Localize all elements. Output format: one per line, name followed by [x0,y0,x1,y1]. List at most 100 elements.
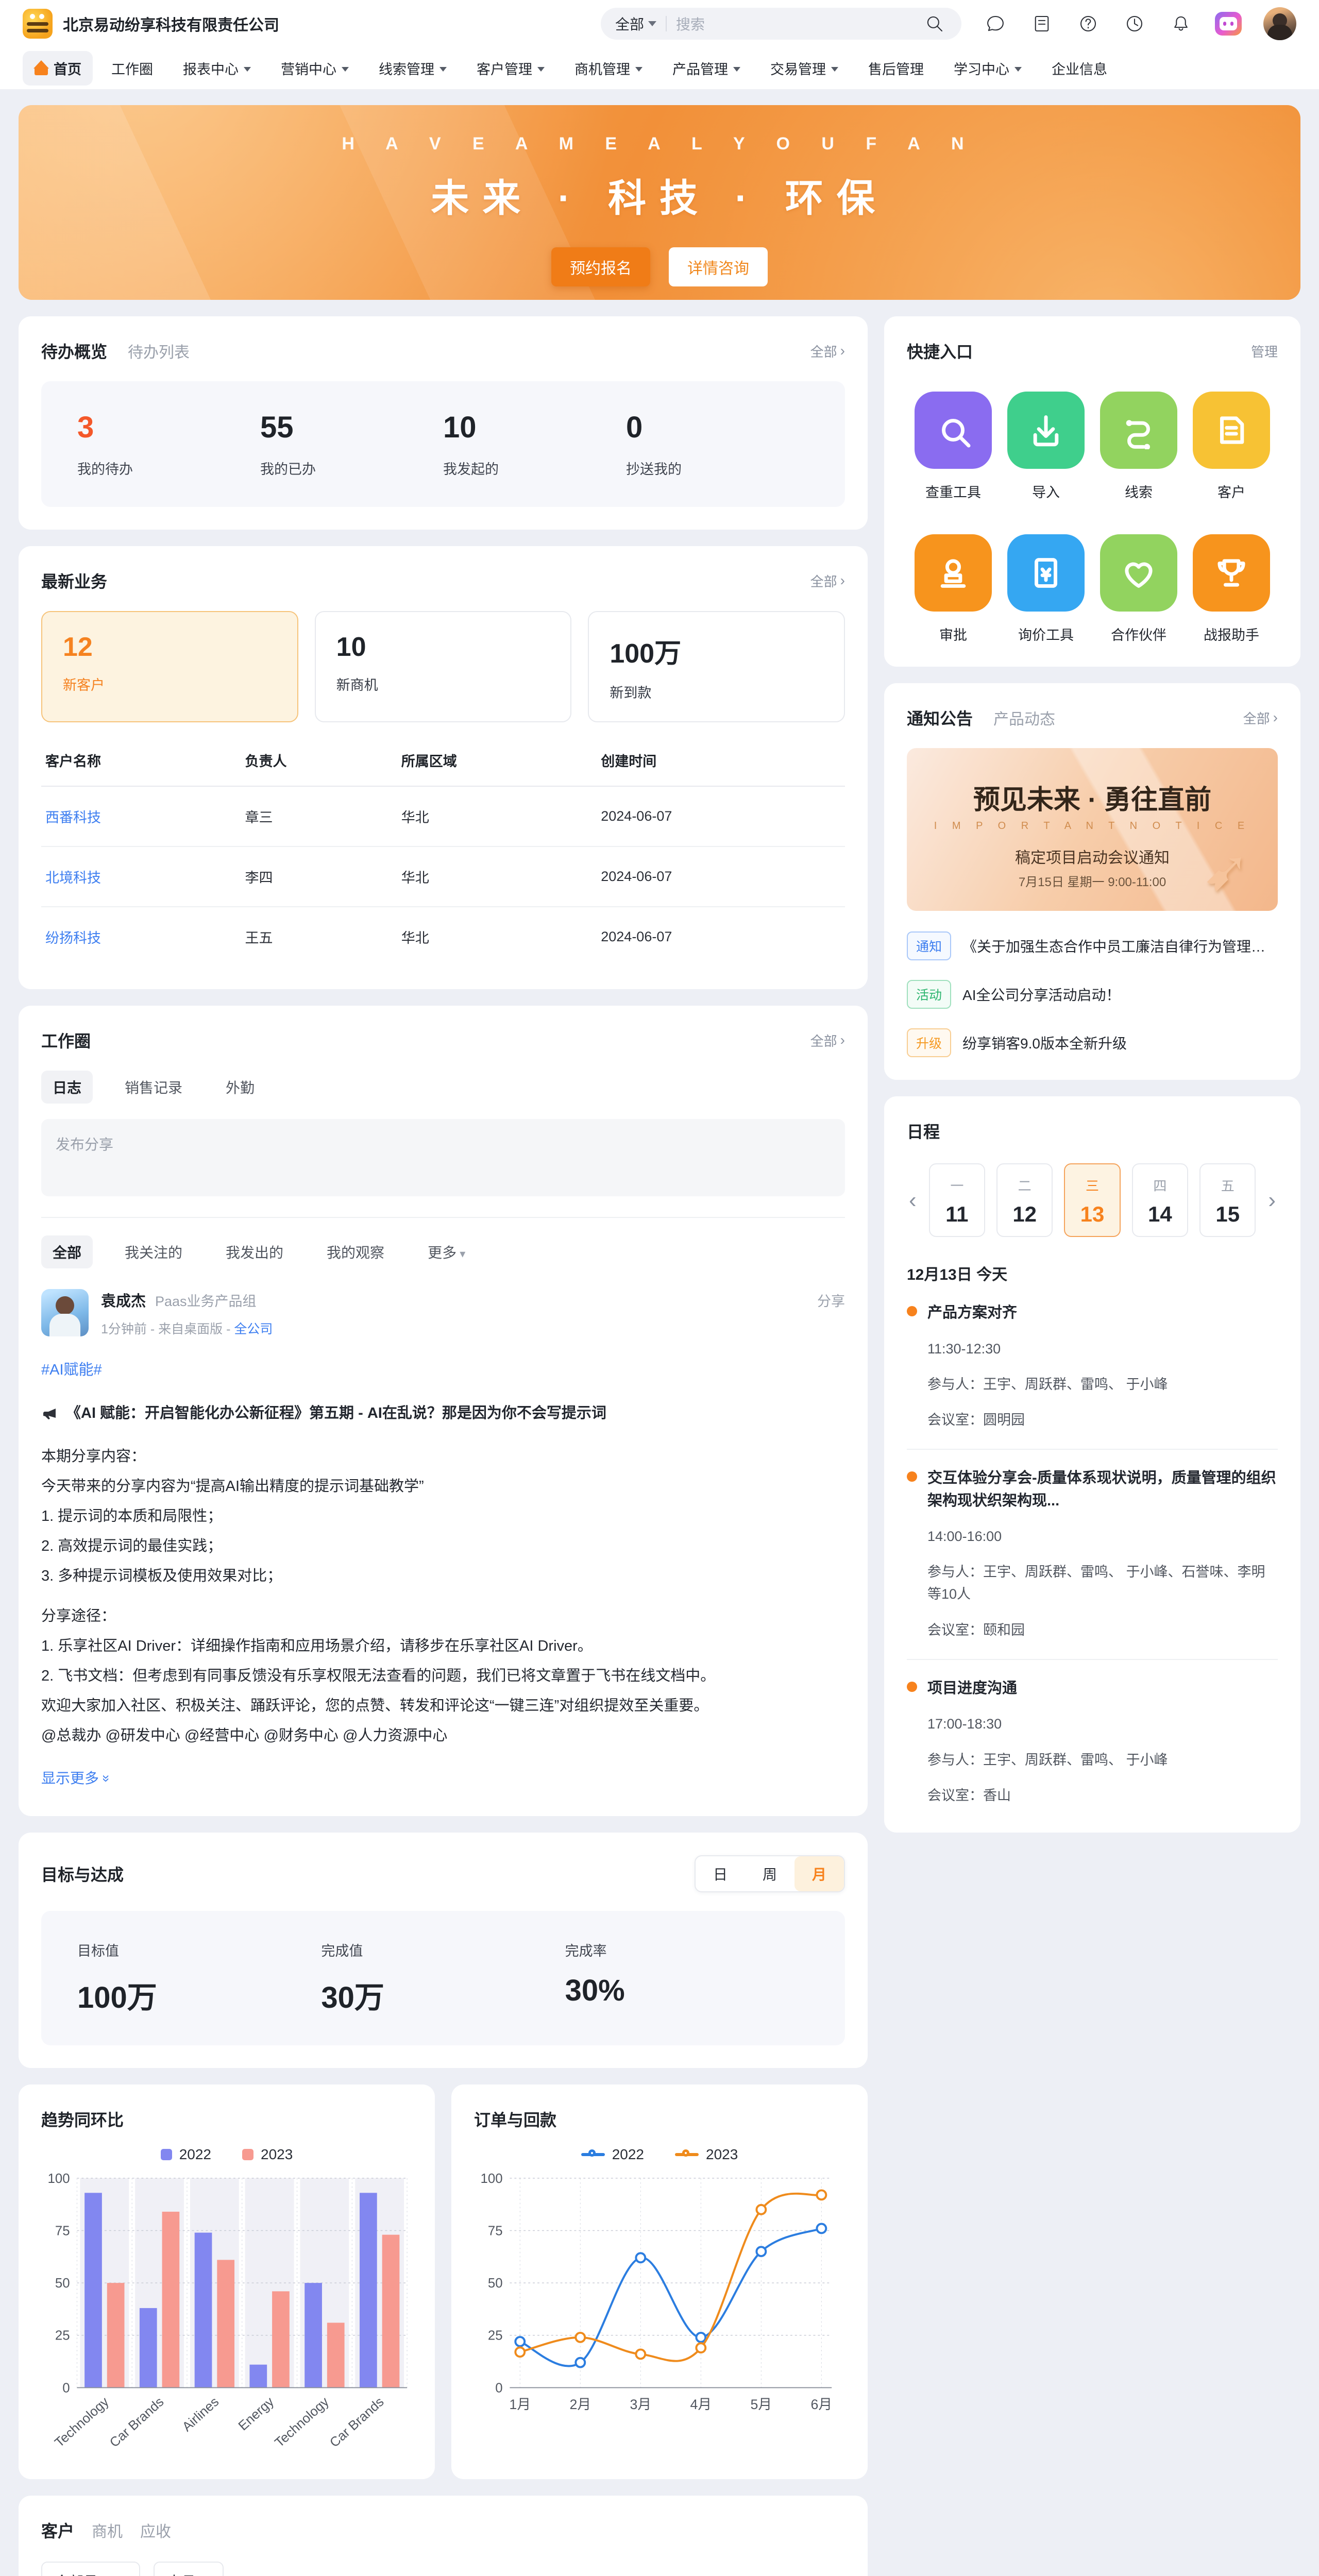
quick-manage-link[interactable]: 管理 [1250,344,1278,360]
schedule-day-12[interactable]: 二 12 [996,1163,1053,1237]
goal-stats: 目标值 100万 完成值 30万 完成率 30% [41,1911,845,2045]
customer-link[interactable]: 北境科技 [41,846,241,907]
post-scope-link[interactable]: 全公司 [234,1322,273,1336]
circle-tab-外勤[interactable]: 外勤 [226,1080,255,1096]
customer-link[interactable]: 纷扬科技 [45,930,101,946]
notice-all-link[interactable]: 全部 › [1243,709,1278,726]
circle-filter-我关注的[interactable]: 我关注的 [125,1245,183,1261]
schedule-day-13[interactable]: 三 13 [1064,1163,1121,1237]
crm-tab-商机[interactable]: 商机 [92,2523,123,2541]
table-row[interactable]: 西番科技 章三 华北 2024-06-07 [41,786,845,847]
table-row[interactable]: 纷扬科技 王五 华北 2024-06-07 [41,907,845,967]
legend-item-2023: 2023 [242,2146,293,2163]
crm-tab-应收[interactable]: 应收 [140,2523,172,2541]
notice-title[interactable]: AI全公司分享活动启动！ [962,987,1121,1003]
post-author-avatar[interactable] [41,1289,89,1336]
event-title-text: 项目进度沟通 [927,1680,1018,1697]
nav-item-学习中心[interactable]: 学习中心 [942,51,1033,86]
search-icon[interactable] [922,11,947,36]
schedule-event[interactable]: 交互体验分享会-质量体系现状说明，质量管理的组织架构现状织架构现... 14:00… [907,1449,1278,1645]
nav-item-营销中心[interactable]: 营销中心 [269,51,360,86]
consult-button[interactable]: 详情咨询 [669,247,768,286]
filter-dropdown-全部员工[interactable]: 全部员工 [41,2562,141,2576]
help-icon[interactable] [1076,11,1101,36]
filter-dropdown-本月[interactable]: 本月 [154,2562,224,2576]
schedule-day-11[interactable]: 一 11 [928,1163,985,1237]
quick-entry-导入[interactable]: 导入 [1000,392,1092,501]
notice-title[interactable]: 纷享销客9.0版本全新升级 [962,1036,1127,1052]
legend-item-2022: 2022 [581,2146,644,2163]
tab-todo-overview[interactable]: 待办概览 [41,343,108,361]
global-search[interactable]: 全部 搜索 [601,8,961,40]
schedule-event[interactable]: 产品方案对齐 11:30-12:30 参与人：王宇、周跃群、雷鸣、 于小峰 会议室：圆… [907,1284,1278,1434]
table-cell: 2024-06-07 [601,929,672,944]
tab-todo-list[interactable]: 待办列表 [128,344,190,361]
crm-tab-客户[interactable]: 客户 [41,2522,75,2541]
todo-all-link[interactable]: 全部 › [810,343,845,360]
toggle-日[interactable]: 日 [713,1867,728,1883]
history-icon[interactable] [1122,11,1147,36]
post-share-label[interactable]: 分享 [817,1293,845,1309]
schedule-day-14[interactable]: 四 14 [1131,1163,1189,1237]
quick-entry-战报助手[interactable]: 战报助手 [1185,534,1278,644]
next-week-icon[interactable]: › [1268,1187,1276,1213]
circle-tab-日志[interactable]: 日志 [41,1071,93,1104]
bell-icon[interactable] [1169,11,1193,36]
quick-entry-合作伙伴[interactable]: 合作伙伴 [1092,534,1185,644]
tab-notices[interactable]: 通知公告 [907,709,973,728]
search-scope-select[interactable]: 全部 [615,13,657,34]
notice-row[interactable]: 通知《关于加强生态合作中员工廉洁自律行为管理的规定》V1.0》 [907,931,1278,960]
nav-item-客户管理[interactable]: 客户管理 [465,51,556,86]
quick-entry-客户[interactable]: 客户 [1185,392,1278,501]
post-hashtag[interactable]: #AI赋能# [41,1362,102,1378]
business-metric-card[interactable]: 100万 新到款 [588,611,845,722]
nav-item-工作圈[interactable]: 工作圈 [100,51,164,86]
nav-item-企业信息[interactable]: 企业信息 [1040,51,1119,86]
nav-item-线索管理[interactable]: 线索管理 [367,51,458,86]
business-all-link[interactable]: 全部 › [810,572,845,589]
post-author-name[interactable]: 袁成杰 [101,1293,146,1310]
notes-icon[interactable] [1029,11,1054,36]
quick-entry-线索[interactable]: 线索 [1092,392,1185,501]
post-title-text: 《AI 赋能：开启智能化办公新征程》第五期 - AI在乱说？那是因为你不会写提示… [66,1405,606,1421]
nav-item-首页[interactable]: 首页 [23,51,93,86]
day-week-label: 二 [1018,1178,1031,1194]
circle-all-link[interactable]: 全部 › [810,1032,845,1049]
customer-link[interactable]: 西番科技 [41,786,241,847]
circle-filter-全部[interactable]: 全部 [41,1235,93,1268]
notice-title[interactable]: 《关于加强生态合作中员工廉洁自律行为管理的规定》V1.0》 [962,939,1278,955]
chat-icon[interactable] [983,11,1008,36]
business-metric-card[interactable]: 12 新客户 [41,611,298,722]
publish-share-input[interactable]: 发布分享 [41,1119,845,1196]
notice-row[interactable]: 升级 纷享销客9.0版本全新升级 [907,1028,1278,1057]
table-row[interactable]: 北境科技 李四 华北 2024-06-07 [41,846,845,907]
quick-entry-询价工具[interactable]: 询价工具 [1000,534,1092,644]
tab-product-news[interactable]: 产品动态 [993,711,1056,728]
quick-entry-审批[interactable]: 审批 [907,534,1000,644]
show-more-link[interactable]: 显示更多» [41,1770,115,1786]
search-input[interactable]: 搜索 [676,16,705,32]
prev-week-icon[interactable]: ‹ [909,1187,917,1213]
schedule-day-15[interactable]: 五 15 [1199,1163,1256,1237]
circle-filter-我发出的[interactable]: 我发出的 [226,1245,284,1261]
nav-item-报表中心[interactable]: 报表中心 [172,51,262,86]
chevron-down-icon [831,67,838,72]
notice-banner-image[interactable]: 预见未来 · 勇往直前 I M P O R T A N T N O T I C … [907,748,1278,911]
nav-item-交易管理[interactable]: 交易管理 [759,51,850,86]
toggle-周[interactable]: 周 [762,1867,777,1883]
circle-tab-销售记录[interactable]: 销售记录 [125,1080,183,1096]
circle-filter-我的观察[interactable]: 我的观察 [327,1245,385,1261]
circle-filter-更多[interactable]: 更多 ▾ [428,1245,466,1261]
business-metric-card[interactable]: 10 新商机 [314,611,572,722]
user-avatar[interactable] [1263,7,1296,40]
ai-assistant-icon[interactable] [1215,12,1242,36]
toggle-月[interactable]: 月 [794,1856,844,1891]
post-body: #AI赋能# 《AI 赋能：开启智能化办公新征程》第五期 - AI在乱说？那是因… [41,1355,845,1793]
nav-item-售后管理[interactable]: 售后管理 [857,51,935,86]
nav-item-产品管理[interactable]: 产品管理 [661,51,752,86]
nav-item-商机管理[interactable]: 商机管理 [563,51,654,86]
schedule-event[interactable]: 项目进度沟通 17:00-18:30 参与人：王宇、周跃群、雷鸣、 于小峰 会议室：香… [907,1658,1278,1810]
signup-button[interactable]: 预约报名 [551,247,650,286]
quick-entry-查重工具[interactable]: 查重工具 [907,392,1000,501]
notice-row[interactable]: 活动 AI全公司分享活动启动！ [907,980,1278,1009]
